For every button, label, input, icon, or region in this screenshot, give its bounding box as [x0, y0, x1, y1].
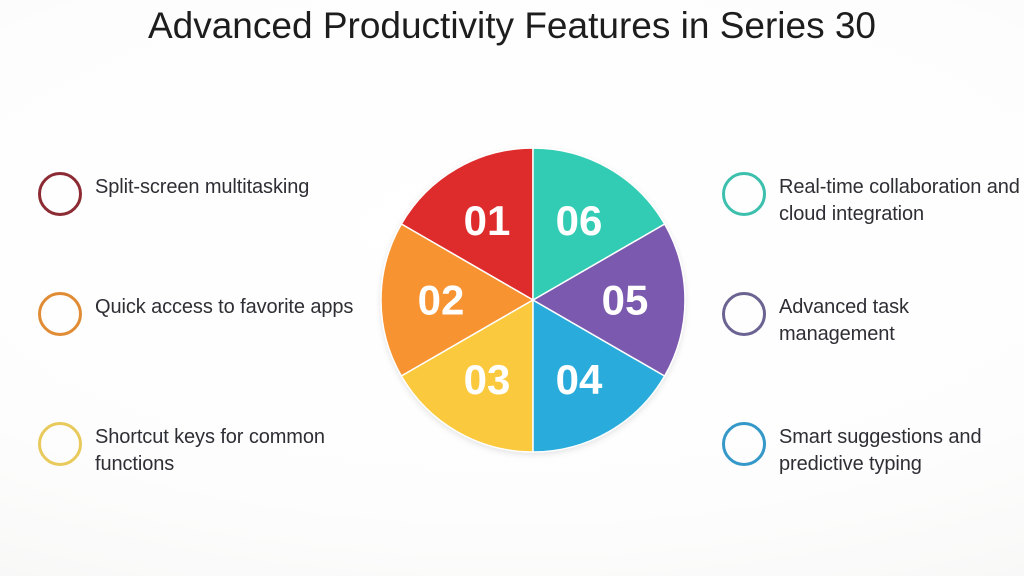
circle-marker-icon: [722, 292, 766, 336]
pie-slice-label-04: 04: [556, 356, 603, 403]
pie-slice-01[interactable]: [400, 147, 534, 302]
pie-slice-label-05: 05: [602, 277, 649, 324]
pie-slice-label-02: 02: [418, 277, 465, 324]
pie-slice-label-03: 03: [464, 356, 511, 403]
legend-item-smart-suggestions[interactable]: Smart suggestions and predictive typing: [722, 420, 1024, 478]
legend-item-label: Advanced task management: [779, 296, 909, 345]
circle-marker-icon: [38, 292, 82, 336]
circle-marker-icon: [722, 422, 766, 466]
legend-item-real-time-collaboration[interactable]: Real-time collaboration and cloud integr…: [722, 170, 1024, 228]
pie-slice-label-06: 06: [556, 197, 603, 244]
legend-item-split-screen-multitasking[interactable]: Split-screen multitasking: [38, 170, 368, 216]
pie-slice-04[interactable]: [532, 298, 666, 453]
pie-chart-svg: 01 02 03 04 05 06: [380, 147, 686, 453]
circle-marker-icon: [38, 422, 82, 466]
pie-slice-group: [380, 147, 686, 453]
pie-slice-06[interactable]: [532, 147, 666, 302]
legend-item-label: Shortcut keys for common functions: [95, 426, 325, 475]
legend-item-label: Split-screen multitasking: [95, 176, 310, 198]
legend-item-label: Quick access to favorite apps: [95, 296, 354, 318]
pie-label-group: 01 02 03 04 05 06: [418, 197, 649, 403]
pie-slice-label-01: 01: [464, 197, 511, 244]
legend-item-label: Real-time collaboration and cloud integr…: [779, 176, 1020, 225]
circle-marker-icon: [38, 172, 82, 216]
legend-item-advanced-task-management[interactable]: Advanced task management: [722, 290, 1024, 348]
circle-marker-icon: [722, 172, 766, 216]
page-title: Advanced Productivity Features in Series…: [147, 5, 877, 46]
pie-chart: 01 02 03 04 05 06: [378, 145, 688, 455]
pie-slice-02[interactable]: [380, 222, 535, 378]
legend-item-quick-access[interactable]: Quick access to favorite apps: [38, 290, 368, 336]
pie-slice-05[interactable]: [531, 222, 686, 378]
pie-slice-03[interactable]: [400, 298, 534, 453]
legend-item-label: Smart suggestions and predictive typing: [779, 426, 982, 475]
legend-item-shortcut-keys[interactable]: Shortcut keys for common functions: [38, 420, 368, 478]
